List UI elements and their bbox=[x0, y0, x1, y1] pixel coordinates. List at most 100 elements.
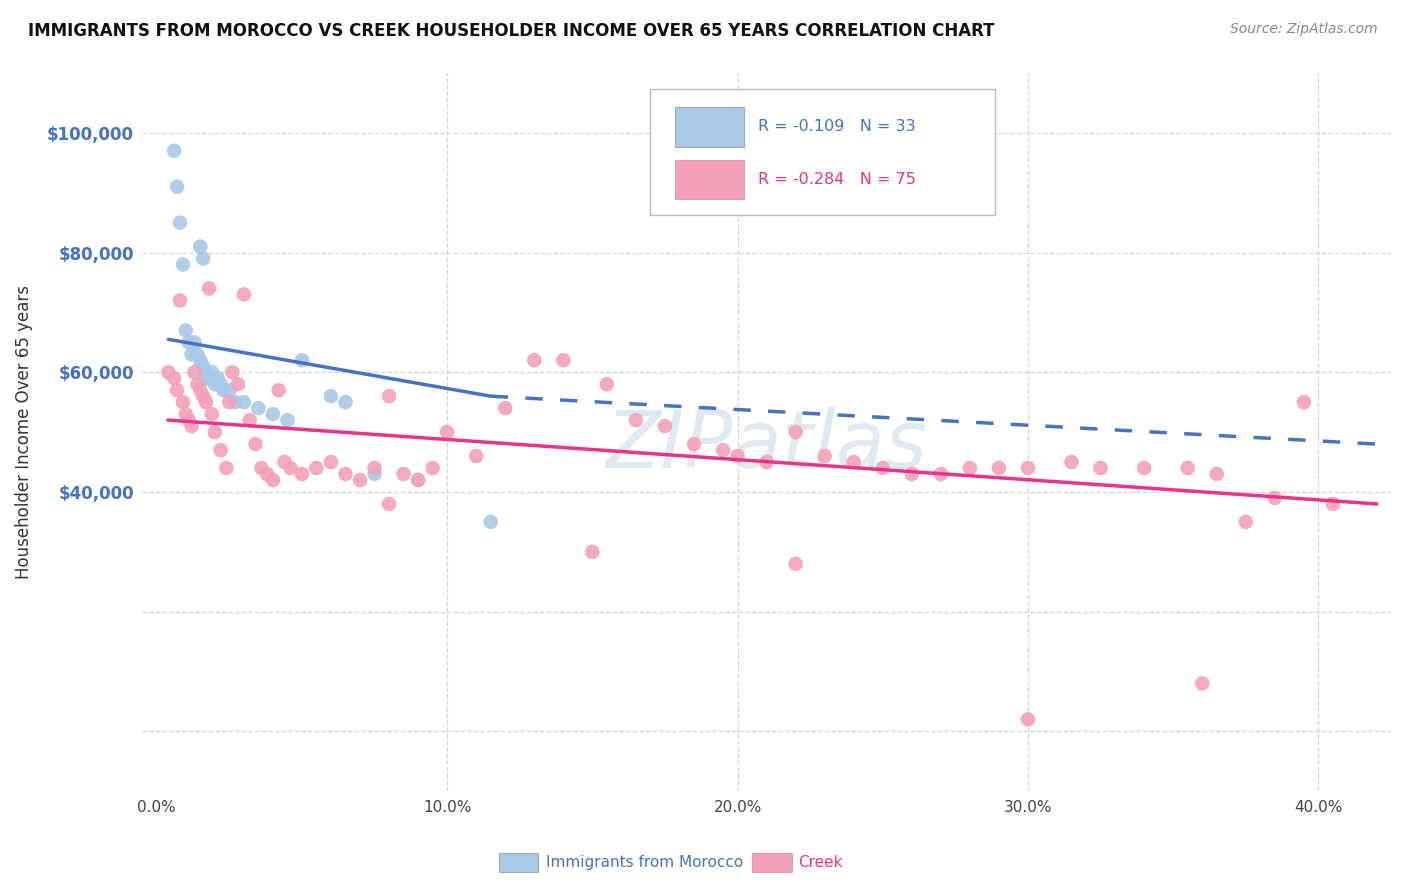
Point bbox=[188, 353, 211, 368]
Point bbox=[842, 455, 865, 469]
Point bbox=[166, 383, 188, 397]
Text: IMMIGRANTS FROM MOROCCO VS CREEK HOUSEHOLDER INCOME OVER 65 YEARS CORRELATION CH: IMMIGRANTS FROM MOROCCO VS CREEK HOUSEHO… bbox=[28, 22, 994, 40]
Point bbox=[494, 401, 516, 416]
Point bbox=[1264, 491, 1286, 505]
Point bbox=[186, 377, 208, 392]
Point bbox=[166, 179, 188, 194]
Point bbox=[785, 425, 807, 439]
Point bbox=[195, 365, 218, 379]
Point bbox=[987, 461, 1010, 475]
Point bbox=[169, 293, 191, 308]
Point bbox=[224, 395, 246, 409]
Point bbox=[392, 467, 415, 481]
Point bbox=[262, 407, 284, 421]
Text: Immigrants from Morocco: Immigrants from Morocco bbox=[546, 855, 742, 870]
Point bbox=[250, 461, 273, 475]
Point bbox=[245, 437, 267, 451]
Point bbox=[183, 335, 205, 350]
Point bbox=[239, 413, 262, 427]
Point bbox=[172, 258, 194, 272]
Point bbox=[406, 473, 429, 487]
Text: Source: ZipAtlas.com: Source: ZipAtlas.com bbox=[1230, 22, 1378, 37]
Point bbox=[378, 389, 401, 403]
Point bbox=[596, 377, 619, 392]
Point bbox=[349, 473, 371, 487]
Point bbox=[188, 383, 211, 397]
Point bbox=[683, 437, 706, 451]
Point bbox=[581, 545, 603, 559]
Point bbox=[183, 365, 205, 379]
Point bbox=[193, 389, 215, 403]
Point bbox=[465, 449, 488, 463]
Point bbox=[1017, 461, 1039, 475]
Text: ZIPatlas: ZIPatlas bbox=[606, 408, 928, 485]
Point bbox=[201, 407, 224, 421]
Point bbox=[218, 383, 240, 397]
Point bbox=[198, 371, 221, 385]
Point bbox=[1017, 713, 1039, 727]
Point bbox=[319, 455, 342, 469]
Point bbox=[193, 252, 215, 266]
Point bbox=[180, 347, 202, 361]
FancyBboxPatch shape bbox=[675, 107, 744, 146]
Point bbox=[624, 413, 647, 427]
Text: R = -0.284   N = 75: R = -0.284 N = 75 bbox=[758, 172, 915, 186]
Point bbox=[1177, 461, 1199, 475]
Point bbox=[209, 443, 232, 458]
Point bbox=[929, 467, 952, 481]
Point bbox=[247, 401, 270, 416]
Text: Creek: Creek bbox=[799, 855, 844, 870]
Point bbox=[1205, 467, 1227, 481]
Point bbox=[232, 287, 254, 301]
Point bbox=[193, 359, 215, 374]
Point bbox=[157, 365, 180, 379]
Point bbox=[226, 377, 249, 392]
Point bbox=[654, 419, 676, 434]
Point bbox=[305, 461, 328, 475]
Point bbox=[814, 449, 837, 463]
Point bbox=[221, 365, 243, 379]
Point bbox=[319, 389, 342, 403]
Point bbox=[204, 377, 226, 392]
Point bbox=[232, 395, 254, 409]
Point bbox=[291, 467, 314, 481]
Point bbox=[186, 347, 208, 361]
Point bbox=[177, 335, 200, 350]
Point bbox=[1322, 497, 1344, 511]
Point bbox=[177, 413, 200, 427]
Point bbox=[262, 473, 284, 487]
Point bbox=[335, 395, 357, 409]
Point bbox=[204, 425, 226, 439]
Point bbox=[174, 323, 197, 337]
Point bbox=[436, 425, 458, 439]
Point bbox=[755, 455, 778, 469]
Point bbox=[363, 467, 385, 481]
Point bbox=[479, 515, 502, 529]
Point bbox=[172, 395, 194, 409]
Point bbox=[1060, 455, 1083, 469]
Point bbox=[218, 395, 240, 409]
Point bbox=[163, 144, 186, 158]
Point bbox=[180, 419, 202, 434]
Point bbox=[1191, 676, 1213, 690]
Point bbox=[267, 383, 290, 397]
Point bbox=[406, 473, 429, 487]
Point bbox=[195, 395, 218, 409]
Point bbox=[901, 467, 924, 481]
Point bbox=[1090, 461, 1112, 475]
Point bbox=[209, 377, 232, 392]
Point bbox=[711, 443, 734, 458]
Point bbox=[422, 461, 444, 475]
Point bbox=[256, 467, 278, 481]
Text: R = -0.109   N = 33: R = -0.109 N = 33 bbox=[758, 120, 915, 135]
Y-axis label: Householder Income Over 65 years: Householder Income Over 65 years bbox=[15, 285, 32, 579]
Point bbox=[201, 365, 224, 379]
Point bbox=[872, 461, 894, 475]
Point bbox=[785, 557, 807, 571]
Point bbox=[523, 353, 546, 368]
Point bbox=[215, 461, 238, 475]
Point bbox=[276, 413, 298, 427]
Point bbox=[278, 461, 301, 475]
Point bbox=[553, 353, 575, 368]
Point bbox=[163, 371, 186, 385]
